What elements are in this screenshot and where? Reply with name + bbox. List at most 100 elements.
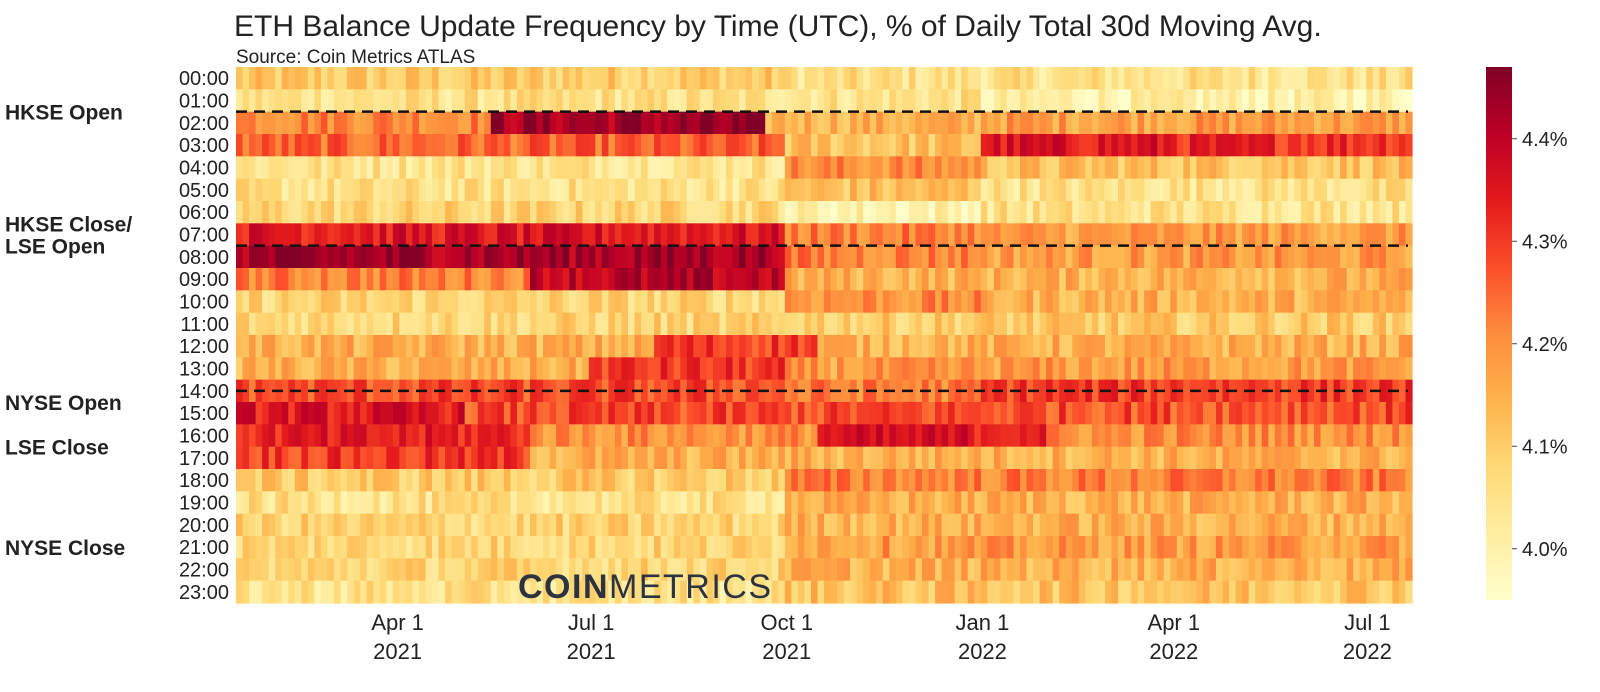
heatmap-cell xyxy=(732,89,740,113)
heatmap-cell xyxy=(236,402,244,425)
heatmap-cell xyxy=(647,536,655,559)
heatmap-cell xyxy=(765,357,773,381)
heatmap-cell xyxy=(621,491,629,515)
x-tick-label: Jan 1 xyxy=(956,610,1010,635)
heatmap-cell xyxy=(399,89,407,113)
heatmap-cell xyxy=(843,245,851,269)
heatmap-cell xyxy=(915,245,923,269)
heatmap-cell xyxy=(549,357,557,381)
heatmap-cell xyxy=(1124,469,1132,492)
heatmap-cell xyxy=(889,513,897,537)
heatmap-cell xyxy=(817,67,825,90)
heatmap-cell xyxy=(503,402,511,425)
heatmap-cell xyxy=(673,424,681,448)
heatmap-cell xyxy=(1150,134,1158,157)
heatmap-cell xyxy=(856,379,864,403)
heatmap-cell xyxy=(1320,111,1328,135)
heatmap-cell xyxy=(412,513,420,537)
heatmap-cell xyxy=(667,513,675,537)
heatmap-cell xyxy=(1078,580,1086,604)
heatmap-cell xyxy=(1222,424,1230,448)
heatmap-cell xyxy=(608,89,616,113)
heatmap-cell xyxy=(935,536,943,559)
heatmap-cell xyxy=(510,469,518,492)
heatmap-cell xyxy=(1287,156,1295,180)
heatmap-cell xyxy=(1287,491,1295,515)
heatmap-cell xyxy=(1013,491,1021,515)
heatmap-cell xyxy=(536,513,544,537)
heatmap-cell xyxy=(262,134,270,157)
heatmap-cell xyxy=(784,290,792,314)
heatmap-cell xyxy=(327,491,335,515)
heatmap-cell xyxy=(797,536,805,559)
heatmap-cell xyxy=(621,558,629,582)
heatmap-cell xyxy=(1222,290,1230,314)
heatmap-cell xyxy=(1091,335,1099,358)
heatmap-cell xyxy=(340,290,348,314)
heatmap-cell xyxy=(948,312,956,336)
heatmap-cell xyxy=(1261,446,1269,470)
heatmap-cell xyxy=(497,402,505,425)
heatmap-cell xyxy=(418,469,427,492)
heatmap-cell xyxy=(902,402,910,425)
heatmap-cell xyxy=(1176,290,1184,314)
heatmap-cell xyxy=(980,513,988,537)
heatmap-cell xyxy=(418,536,427,559)
hour-label: 07:00 xyxy=(179,225,229,247)
heatmap-cell xyxy=(1111,335,1119,358)
heatmap-cell xyxy=(1255,156,1263,180)
heatmap-cell xyxy=(967,111,975,135)
heatmap-cell xyxy=(490,469,498,492)
heatmap-cell xyxy=(634,134,642,157)
heatmap-cell xyxy=(948,580,956,604)
heatmap-cell xyxy=(882,223,890,247)
heatmap-cell xyxy=(236,446,244,470)
heatmap-cell xyxy=(726,89,734,113)
heatmap-cell xyxy=(699,245,707,269)
heatmap-cell xyxy=(621,580,629,604)
heatmap-cell xyxy=(405,245,413,269)
heatmap-cell xyxy=(1052,312,1060,336)
heatmap-cell xyxy=(935,178,943,202)
heatmap-cell xyxy=(974,335,982,358)
heatmap-cell xyxy=(1098,491,1106,515)
heatmap-cell xyxy=(732,201,740,224)
heatmap-cell xyxy=(1176,111,1184,135)
heatmap-cell xyxy=(732,67,740,90)
heatmap-cell xyxy=(562,469,570,492)
heatmap-cell xyxy=(1052,67,1060,90)
heatmap-cell xyxy=(366,223,374,247)
heatmap-cell xyxy=(680,402,688,425)
heatmap-cell xyxy=(686,178,694,202)
heatmap-cell xyxy=(1216,469,1224,492)
heatmap-cell xyxy=(667,223,675,247)
heatmap-cell xyxy=(680,469,688,492)
heatmap-cell xyxy=(778,223,786,247)
heatmap-cell xyxy=(797,111,805,135)
heatmap-cell xyxy=(301,379,309,403)
heatmap-cell xyxy=(1209,312,1217,336)
heatmap-cell xyxy=(236,89,244,113)
heatmap-cell xyxy=(614,491,623,515)
heatmap-cell xyxy=(412,312,420,336)
heatmap-cell xyxy=(1013,580,1021,604)
heatmap-cell xyxy=(1189,580,1197,604)
heatmap-cell xyxy=(614,67,623,90)
heatmap-cell xyxy=(1052,111,1060,135)
heatmap-cell xyxy=(294,290,302,314)
heatmap-cell xyxy=(301,156,309,180)
heatmap-cell xyxy=(543,89,551,113)
heatmap-cell xyxy=(1261,536,1269,559)
heatmap-cell xyxy=(549,111,557,135)
heatmap-cell xyxy=(1052,513,1060,537)
heatmap-cell xyxy=(797,580,805,604)
heatmap-cell xyxy=(314,268,322,291)
hour-label: 20:00 xyxy=(179,515,229,537)
heatmap-cell xyxy=(1098,201,1106,224)
heatmap-cell xyxy=(1000,402,1008,425)
heatmap-cell xyxy=(719,67,727,90)
heatmap-cell xyxy=(1300,558,1309,582)
heatmap-cell xyxy=(850,357,858,381)
heatmap-cell xyxy=(797,335,805,358)
heatmap-cell xyxy=(1131,424,1139,448)
